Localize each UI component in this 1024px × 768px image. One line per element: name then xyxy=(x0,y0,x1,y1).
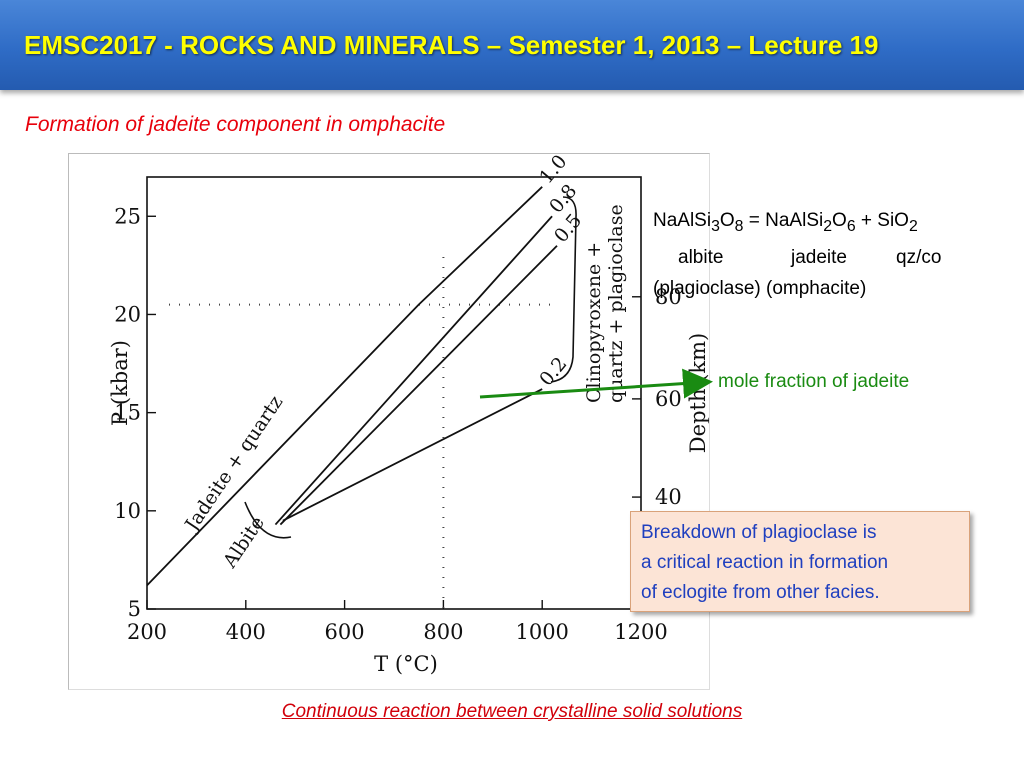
field-label-jadeite: Jadeite + quartz xyxy=(180,392,288,537)
reaction-equation: NaAlSi3O8 = NaAlSi2O6 + SiO2 albite jade… xyxy=(653,205,950,304)
albite-field-bracket xyxy=(244,501,292,539)
y2-tick-label: 60 xyxy=(655,387,682,411)
callout-line-1: Breakdown of plagioclase is xyxy=(641,522,877,543)
cpx-field-bracket xyxy=(550,196,577,383)
callout-line-3: of eclogite from other facies. xyxy=(641,582,880,603)
title-bar: EMSC2017 - ROCKS AND MINERALS – Semester… xyxy=(0,0,1024,90)
y2-axis-label: Depth (km) xyxy=(686,333,709,453)
series-line-0_5 xyxy=(279,245,558,526)
y-axis-label: P (kbar) xyxy=(108,340,132,426)
y-tick-label: 5 xyxy=(128,597,141,621)
field-label-albite: Albite xyxy=(218,512,269,572)
reaction-mineral-names: albite jadeite qz/co xyxy=(653,242,950,273)
y-tick-label: 25 xyxy=(114,204,141,228)
y2-tick-label: 80 xyxy=(655,285,682,309)
slide-title: EMSC2017 - ROCKS AND MINERALS – Semester… xyxy=(24,30,879,60)
callout-line-2: a critical reaction in formation xyxy=(641,552,889,573)
slide-caption: Continuous reaction between crystalline … xyxy=(281,701,743,722)
series-line-0_2 xyxy=(282,388,543,522)
x-tick-label: 400 xyxy=(226,620,266,644)
x-tick-label: 1200 xyxy=(614,620,667,644)
y2-tick-label: 40 xyxy=(655,485,682,509)
series-label: 0.5 xyxy=(550,210,586,247)
reaction-group-names: (plagioclase) (omphacite) xyxy=(653,277,867,299)
x-tick-label: 200 xyxy=(127,620,167,644)
y-tick-label: 20 xyxy=(114,302,141,326)
series-line-1_0 xyxy=(146,186,543,587)
series-line-0_8 xyxy=(274,215,553,526)
slide-subtitle: Formation of jadeite component in omphac… xyxy=(25,113,446,136)
x-tick-label: 1000 xyxy=(515,620,568,644)
x-tick-label: 600 xyxy=(325,620,365,644)
series-label: 0.2 xyxy=(535,353,571,390)
plagioclase-callout: Breakdown of plagioclase is a critical r… xyxy=(630,511,970,612)
x-tick-label: 800 xyxy=(423,620,463,644)
mole-fraction-label: mole fraction of jadeite xyxy=(718,371,910,392)
jadeite-label: jadeite xyxy=(791,246,847,268)
reaction-formula: NaAlSi3O8 = NaAlSi2O6 + SiO2 xyxy=(653,210,918,235)
y-tick-label: 15 xyxy=(114,401,141,425)
field-label-clinopyroxene: Clinopyroxene + xyxy=(583,242,605,403)
phase-diagram-figure: 2004006008001000120051015202520406080T (… xyxy=(68,153,710,690)
y-tick-label: 10 xyxy=(114,499,141,523)
field-label-quartz-plagioclase: quartz + plagioclase xyxy=(605,204,627,403)
albite-label: albite xyxy=(678,246,724,268)
qz-co-label: qz/co xyxy=(896,246,942,268)
x-axis-label: T (°C) xyxy=(374,652,438,676)
phase-diagram-chart: 2004006008001000120051015202520406080T (… xyxy=(108,154,709,676)
